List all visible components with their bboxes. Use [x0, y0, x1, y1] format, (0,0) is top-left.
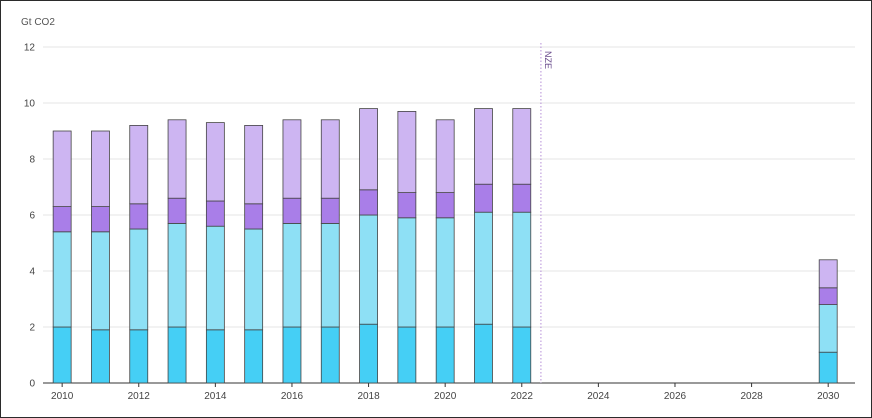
bar-segment-2012-series-3 [129, 203, 149, 230]
bar-segment-2010-series-4 [52, 130, 72, 207]
y-tick-label: 12 [24, 43, 36, 54]
x-tick-label: 2018 [357, 391, 380, 402]
bar-segment-2022-series-4 [512, 108, 532, 185]
bar-segment-2021-series-3 [474, 183, 493, 213]
bar-segment-2012-series-2 [129, 228, 149, 331]
bar-segment-2012-series-4 [129, 125, 149, 205]
bar-segment-2013-series-2 [167, 222, 187, 328]
bar-segment-2016-series-2 [282, 222, 302, 328]
x-tick-label: 2024 [587, 391, 610, 402]
y-tick-label: 4 [29, 267, 35, 278]
bar-segment-2016-series-3 [282, 197, 302, 224]
x-tick-label: 2010 [51, 391, 74, 402]
bar-segment-2020-series-2 [435, 217, 455, 328]
bar-segment-2021-series-1 [474, 323, 493, 384]
bar-segment-2017-series-4 [320, 119, 340, 199]
bar-segment-2011-series-1 [91, 329, 110, 384]
bar-segment-2013-series-1 [167, 326, 187, 384]
bar-segment-2017-series-2 [320, 222, 340, 328]
bar-segment-2010-series-2 [52, 231, 72, 328]
bar-segment-2016-series-4 [282, 119, 302, 199]
bar-segment-2017-series-1 [320, 326, 340, 384]
bar-segment-2014-series-2 [205, 225, 225, 331]
bar-segment-2022-series-1 [512, 326, 532, 384]
y-tick-label: 8 [29, 155, 35, 166]
bar-segment-2011-series-2 [91, 231, 110, 331]
y-tick-label: 2 [29, 323, 35, 334]
bar-segment-2021-series-4 [474, 108, 493, 185]
bar-segment-2013-series-3 [167, 197, 187, 224]
y-unit-label: Gt CO2 [21, 17, 55, 28]
nze-annotation-label: NZE [543, 51, 553, 69]
bar-segment-2017-series-3 [320, 197, 340, 224]
bar-segment-2016-series-1 [282, 326, 302, 384]
bar-segment-2018-series-3 [359, 189, 378, 216]
x-tick-label: 2016 [281, 391, 304, 402]
bar-segment-2014-series-4 [205, 122, 225, 202]
bar-segment-2022-series-3 [512, 183, 532, 213]
bar-segment-2015-series-3 [244, 203, 264, 230]
bar-segment-2020-series-3 [435, 192, 455, 219]
bar-segment-2030-series-2 [818, 304, 838, 353]
bar-segment-2019-series-3 [397, 192, 417, 219]
bar-segment-2020-series-4 [435, 119, 455, 194]
bar-segment-2015-series-1 [244, 329, 264, 384]
x-tick-label: 2028 [740, 391, 763, 402]
bar-segment-2030-series-4 [818, 259, 838, 289]
x-tick-label: 2030 [817, 391, 840, 402]
y-tick-label: 0 [29, 379, 35, 390]
y-tick-label: 10 [24, 99, 36, 110]
x-tick-label: 2022 [511, 391, 534, 402]
bar-segment-2010-series-3 [52, 206, 72, 233]
bar-segment-2011-series-4 [91, 130, 110, 207]
y-tick-label: 6 [29, 211, 35, 222]
x-tick-label: 2020 [434, 391, 457, 402]
bar-segment-2022-series-2 [512, 211, 532, 328]
x-tick-label: 2012 [128, 391, 151, 402]
x-tick-label: 2014 [204, 391, 227, 402]
bar-segment-2015-series-2 [244, 228, 264, 331]
bar-segment-2011-series-3 [91, 206, 110, 233]
bar-segment-2018-series-4 [359, 108, 378, 191]
bar-segment-2018-series-1 [359, 323, 378, 384]
x-tick-label: 2026 [664, 391, 687, 402]
bar-segment-2021-series-2 [474, 211, 493, 325]
bar-segment-2010-series-1 [52, 326, 72, 384]
bar-segment-2018-series-2 [359, 214, 378, 325]
bar-segment-2015-series-4 [244, 125, 264, 205]
bar-segment-2020-series-1 [435, 326, 455, 384]
bar-segment-2012-series-1 [129, 329, 149, 384]
bar-segment-2014-series-3 [205, 200, 225, 227]
bar-segment-2019-series-1 [397, 326, 417, 384]
bar-segment-2014-series-1 [205, 329, 225, 384]
bar-segment-2013-series-4 [167, 119, 187, 199]
bar-segment-2019-series-4 [397, 111, 417, 193]
bar-segment-2030-series-1 [818, 351, 838, 384]
bar-segment-2030-series-3 [818, 287, 838, 305]
bar-segment-2019-series-2 [397, 217, 417, 328]
